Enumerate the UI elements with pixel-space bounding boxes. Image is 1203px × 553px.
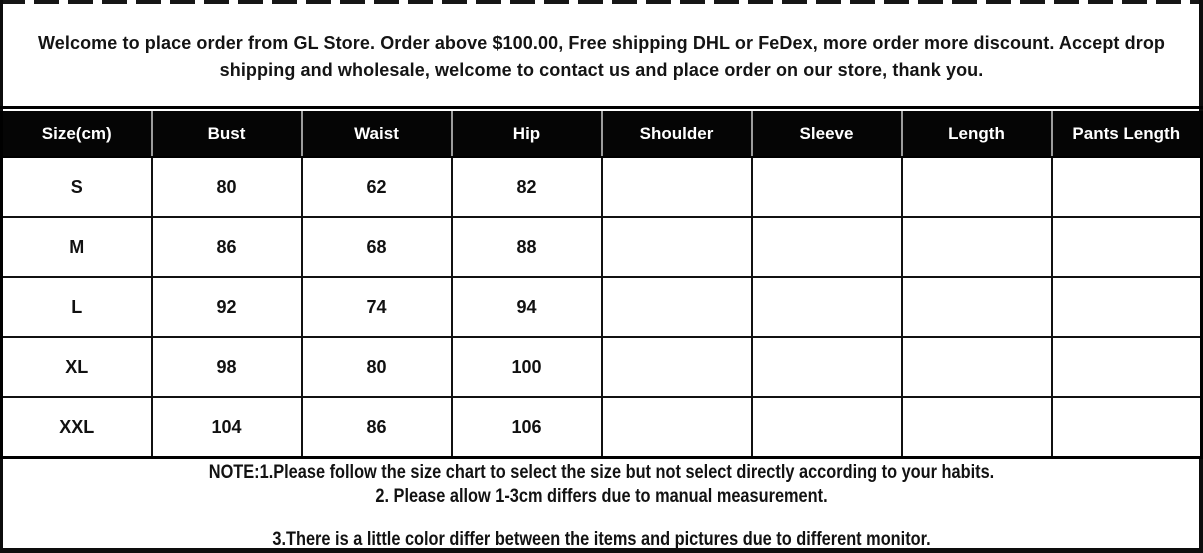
size-label-cell: M xyxy=(0,216,153,278)
value-cell: 104 xyxy=(150,396,303,459)
column-header-hip: Hip xyxy=(450,111,603,158)
value-cell xyxy=(600,276,753,338)
table-row-m: M 86 68 88 xyxy=(0,216,1203,278)
value-cell xyxy=(750,156,903,218)
value-cell xyxy=(600,156,753,218)
value-cell xyxy=(1050,216,1203,278)
value-cell xyxy=(1050,396,1203,459)
value-cell: 68 xyxy=(300,216,453,278)
value-cell: 82 xyxy=(450,156,603,218)
value-cell: 62 xyxy=(300,156,453,218)
value-cell xyxy=(600,336,753,398)
note-line-1: NOTE:1.Please follow the size chart to s… xyxy=(208,462,995,483)
column-header-shoulder: Shoulder xyxy=(600,111,753,158)
table-row-l: L 92 74 94 xyxy=(0,276,1203,338)
table-row-xxl: XXL 104 86 106 xyxy=(0,396,1203,459)
size-label-cell: XL xyxy=(0,336,153,398)
table-header-row: Size(cm) Bust Waist Hip Shoulder Sleeve Length… xyxy=(0,111,1203,158)
value-cell xyxy=(1050,336,1203,398)
bottom-border-bar xyxy=(0,548,1203,553)
value-cell xyxy=(900,276,1053,338)
value-cell: 106 xyxy=(450,396,603,459)
value-cell xyxy=(1050,156,1203,218)
value-cell: 92 xyxy=(150,276,303,338)
value-cell: 86 xyxy=(300,396,453,459)
value-cell xyxy=(600,396,753,459)
column-header-bust: Bust xyxy=(150,111,303,158)
value-cell: 98 xyxy=(150,336,303,398)
welcome-line-1: Welcome to place order from GL Store. Or… xyxy=(37,33,1166,53)
value-cell: 80 xyxy=(150,156,303,218)
welcome-banner: Welcome to place order from GL Store. Or… xyxy=(10,30,1193,84)
value-cell xyxy=(750,276,903,338)
value-cell xyxy=(900,336,1053,398)
value-cell xyxy=(750,336,903,398)
value-cell: 94 xyxy=(450,276,603,338)
value-cell xyxy=(900,216,1053,278)
size-label-cell: S xyxy=(0,156,153,218)
value-cell xyxy=(750,216,903,278)
note-line-3: 3.There is a little color differ between… xyxy=(272,529,931,550)
table-row-s: S 80 62 82 xyxy=(0,156,1203,218)
value-cell xyxy=(900,396,1053,459)
value-cell xyxy=(750,396,903,459)
table-top-border xyxy=(0,106,1203,109)
value-cell: 100 xyxy=(450,336,603,398)
value-cell: 74 xyxy=(300,276,453,338)
column-header-waist: Waist xyxy=(300,111,453,158)
size-label-cell: XXL xyxy=(0,396,153,459)
size-chart-table: Size(cm) Bust Waist Hip Shoulder Sleeve Length… xyxy=(0,111,1203,459)
notes-block: NOTE:1.Please follow the size chart to s… xyxy=(0,461,1203,552)
column-header-length: Length xyxy=(900,111,1053,158)
value-cell xyxy=(600,216,753,278)
value-cell xyxy=(1050,276,1203,338)
column-header-sleeve: Sleeve xyxy=(750,111,903,158)
value-cell xyxy=(900,156,1053,218)
table-row-xl: XL 98 80 100 xyxy=(0,336,1203,398)
value-cell: 88 xyxy=(450,216,603,278)
column-header-size-cm: Size(cm) xyxy=(0,111,153,158)
welcome-line-2: shipping and wholesale, welcome to conta… xyxy=(219,60,984,80)
top-dashed-border xyxy=(0,0,1203,4)
column-header-pants-length: Pants Length xyxy=(1050,111,1203,158)
size-label-cell: L xyxy=(0,276,153,338)
note-line-2: 2. Please allow 1-3cm differs due to man… xyxy=(375,486,828,507)
value-cell: 80 xyxy=(300,336,453,398)
value-cell: 86 xyxy=(150,216,303,278)
